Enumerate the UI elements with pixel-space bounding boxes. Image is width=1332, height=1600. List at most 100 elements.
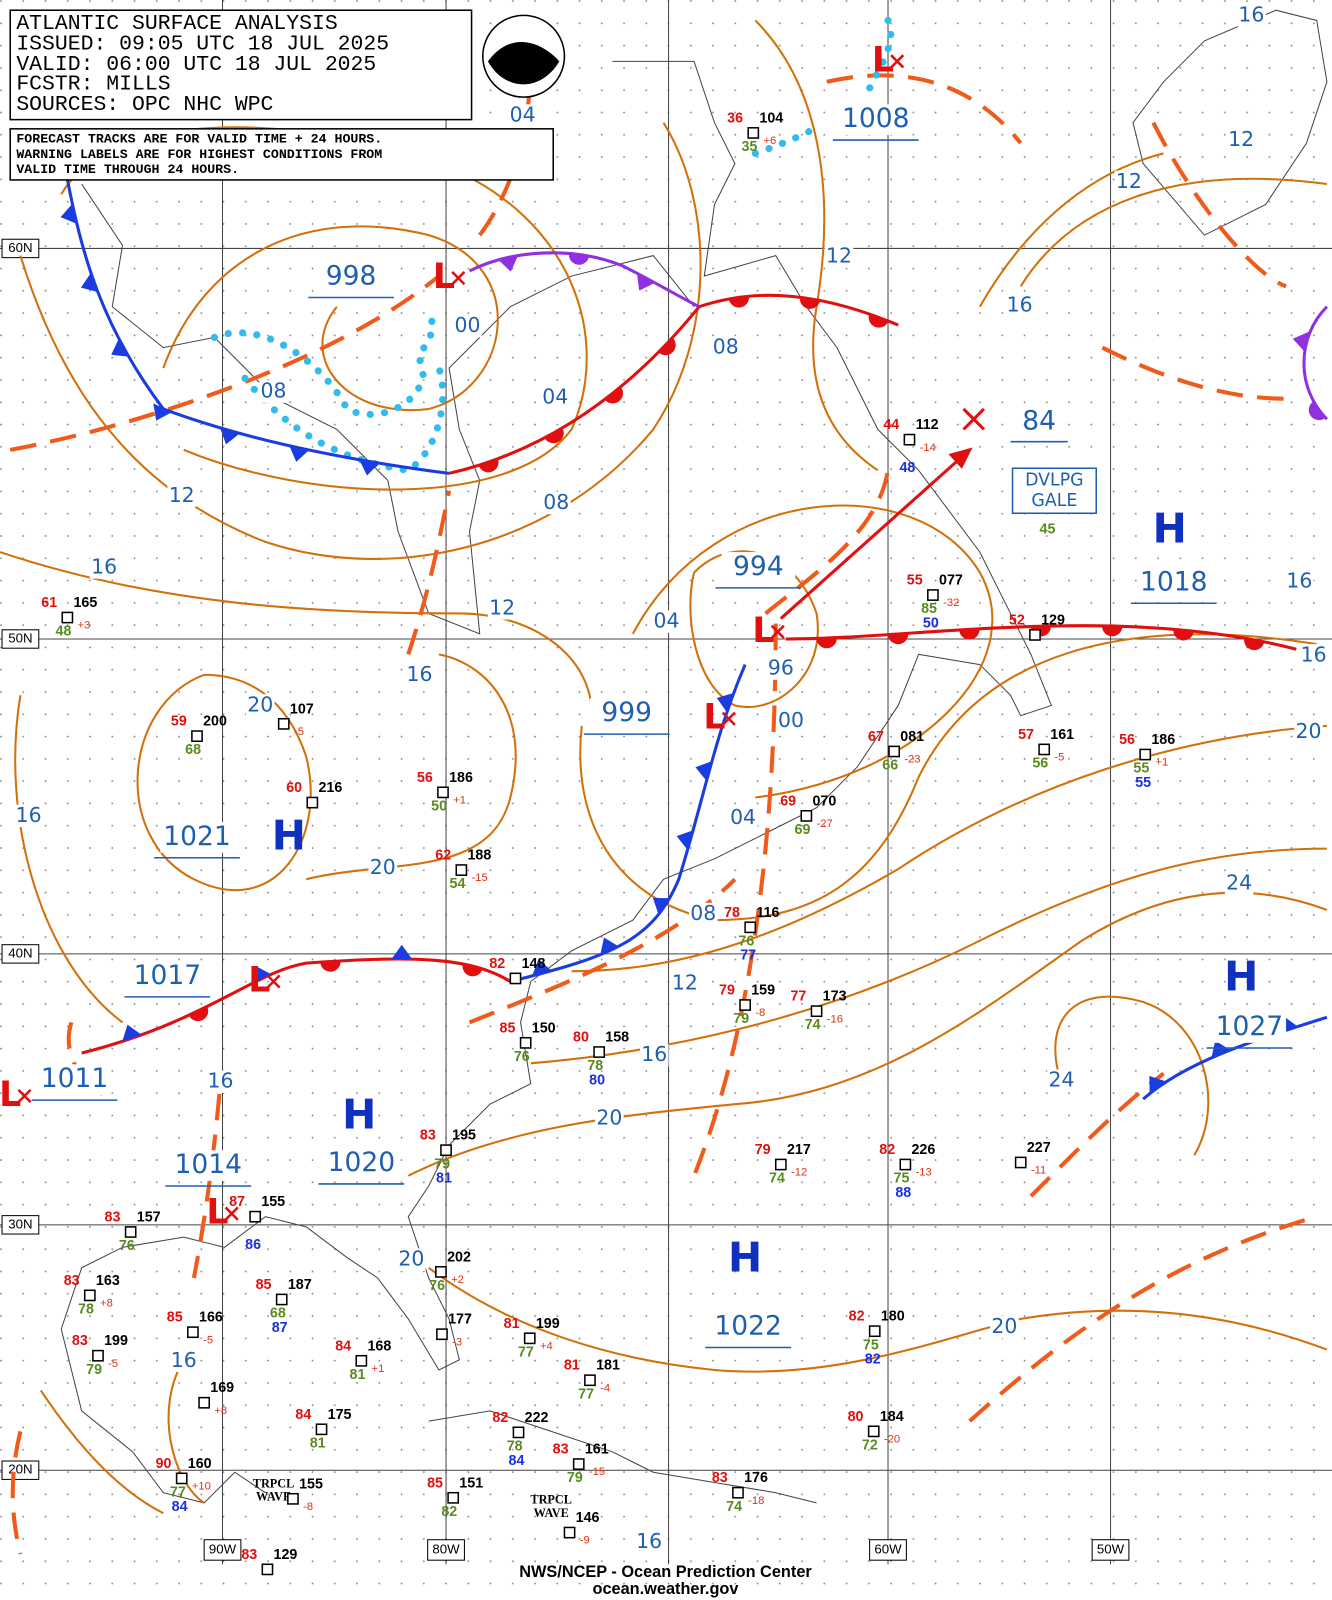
station-pressure: 150 [532,1020,556,1036]
front-symbol [532,959,552,976]
front-symbol [544,427,564,444]
front-symbol [1101,625,1123,637]
station-dew: 77 [170,1484,186,1500]
station-temp: 81 [504,1316,520,1332]
front-semicircle [1308,401,1326,421]
front-symbol [1244,638,1265,651]
station-marker [455,864,468,876]
station-dew: 82 [441,1504,457,1520]
station-marker [899,1158,912,1171]
front [1142,1015,1328,1101]
station-temp: 83 [241,1547,257,1563]
station-pressure: 216 [318,780,342,796]
station-marker [903,433,916,446]
station-temp: 83 [72,1333,88,1349]
isobar-label-bg [766,657,796,680]
station-marker [1038,743,1051,756]
isobar-label: 04 [654,609,680,633]
station-dew: 68 [270,1306,286,1322]
isobar-label: 16 [1286,569,1312,593]
isobar-label-bg [634,1530,664,1554]
front-semicircle [478,458,499,473]
station-pressure: 181 [596,1358,620,1374]
station-marker [509,972,522,985]
isobar-label-bg [169,1349,199,1373]
station-dew: 56 [1032,756,1048,772]
front-symbol [497,255,519,272]
station-change: -32 [943,597,959,609]
front-triangle [153,403,172,421]
station-pressure: 161 [1050,727,1074,743]
station-dew: 72 [862,1437,878,1453]
station-marker [1014,1156,1027,1169]
station-pressure: 184 [880,1409,904,1425]
footer-line: NWS/NCEP - Ocean Prediction Center [519,1563,812,1581]
station-change: -12 [791,1167,807,1179]
isobar-label-bg [259,380,288,403]
front-symbol [799,296,821,309]
station-pressure: 199 [104,1333,128,1349]
station-pressure: 157 [137,1209,161,1225]
station-dew: 68 [185,742,201,758]
front-symbol [111,338,129,357]
station-marker [739,999,751,1011]
station-sea: 87 [272,1320,288,1336]
station-change: +6 [763,135,776,147]
station-temp: 69 [780,793,796,809]
station-temp: 36 [727,110,743,126]
forecast-x [962,407,986,431]
station-pressure: 129 [274,1547,298,1563]
station-dew: 75 [863,1337,879,1353]
station-change: +1 [453,795,466,807]
station-marker [888,745,901,758]
station-sea: 80 [589,1072,605,1088]
station-marker [810,1005,823,1018]
station-marker [447,1491,460,1504]
isobar-label: 04 [730,805,756,829]
longitude-label-box [203,1539,242,1561]
isobar-label-bg [1285,570,1314,593]
front-triangle [600,937,620,955]
latitude-label: 40N [8,945,32,960]
front-symbol [636,273,655,291]
front-semicircle [1244,638,1265,651]
station-change: +2 [451,1274,464,1286]
station-dew: 79 [86,1362,102,1378]
station-pressure: 116 [756,905,779,921]
front-symbol [289,445,310,462]
center-label-bg [711,1311,785,1343]
front-triangle [111,338,129,357]
front-symbol [676,830,694,850]
station-marker [61,611,74,624]
station-marker [437,786,449,799]
front-semicircle [887,633,909,645]
station-marker [519,1036,532,1049]
isobar-label: 16 [91,554,117,578]
station-pressure: 104 [759,110,783,126]
station-marker [732,1486,744,1499]
station-pressure: 158 [605,1030,629,1046]
longitude-label-box [427,1539,465,1561]
latitude-label: 50N [8,631,32,646]
front-symbol [728,296,750,308]
station-sea: 81 [436,1171,452,1187]
station-marker [572,1458,585,1470]
station-marker [175,1472,188,1485]
isobar-label: 12 [489,595,515,619]
front-semicircle [1173,629,1194,641]
station-dew: 69 [795,822,811,838]
station-marker [187,1326,199,1339]
station-temp: 82 [879,1142,895,1158]
station-pressure: 168 [367,1338,391,1354]
low-x [451,271,466,286]
front-symbol [153,403,172,421]
isobar-label-bg [639,1043,669,1067]
center-label-bg [160,822,234,853]
isobar-label: 20 [398,1247,424,1271]
front-symbol [188,1006,209,1022]
center-label-bg [1137,567,1211,599]
center-label-bg [130,961,205,992]
front-triangle [1211,1040,1231,1058]
